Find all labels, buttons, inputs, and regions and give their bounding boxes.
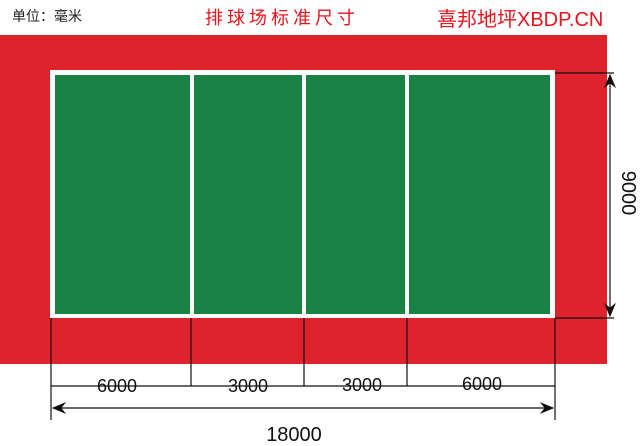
diagram-title: 排球场标准尺寸 xyxy=(205,8,359,29)
segment-label: 3000 xyxy=(342,375,382,395)
segment-label: 6000 xyxy=(97,376,137,396)
length-label: 18000 xyxy=(266,424,322,446)
front-zone-right xyxy=(306,75,405,314)
back-zone-right xyxy=(409,75,550,314)
segment-label: 3000 xyxy=(228,376,268,396)
front-zone-left xyxy=(194,75,302,314)
brand-text: 喜邦地坪XBDP.CN xyxy=(437,9,604,31)
dimension-lines xyxy=(50,72,616,420)
unit-label: 单位：毫米 xyxy=(12,8,82,24)
width-label: 9000 xyxy=(617,171,639,216)
segment-label: 6000 xyxy=(462,374,502,394)
back-zone-left xyxy=(55,75,190,314)
